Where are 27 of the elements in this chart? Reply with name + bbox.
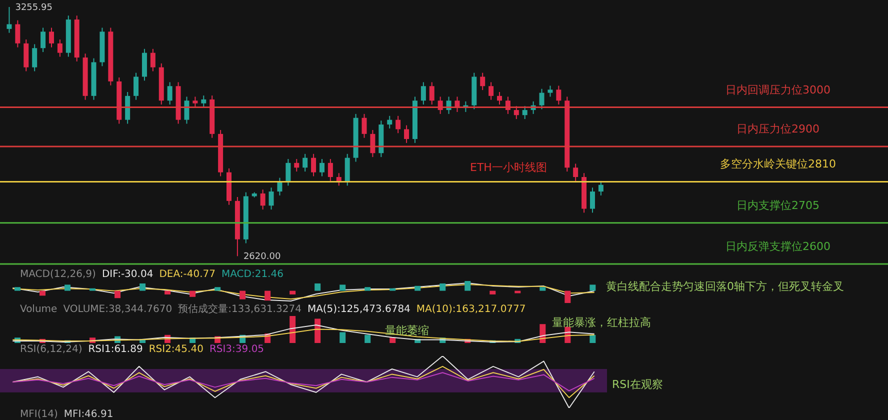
text: MFI(14) (20, 409, 58, 420)
ref-line-label: 日内压力位2900 (736, 122, 820, 136)
annotation: 3255.95 (15, 3, 52, 13)
ref-line-label: 日内支撑位2705 (736, 198, 820, 212)
text: RSI3:39.05 (209, 344, 264, 355)
chart-title: RSI(6,12,24) (20, 344, 82, 355)
annotation: 量能萎缩 (385, 324, 429, 337)
annotation: ETH一小时线图 (470, 161, 547, 174)
text: MFI:46.91 (64, 409, 114, 420)
text: MA(10):163,217.0777 (416, 304, 526, 315)
series-label: VOLUME:38,344.7670 (63, 304, 172, 315)
chart-title: Volume (20, 304, 58, 315)
ref-line-label: 日内回调压力位3000 (726, 83, 830, 96)
series-label: DEA:-40.77 (159, 269, 216, 280)
ref-line-label: 日内反弹支撑位2600 (726, 240, 830, 253)
annotation: 2620.00 (243, 252, 281, 262)
ref-line-label: 多空分水岭关键位2810 (720, 158, 836, 171)
series-label: RSI1:61.89 (88, 344, 143, 355)
chart-title: MACD(12,26,9) (20, 269, 96, 280)
text: RSI2:45.40 (148, 344, 204, 355)
series-label: DIF:-30.04 (102, 269, 154, 280)
annotation: 黄白线配合走势匀速回落0轴下方，但死叉转金叉 (606, 280, 844, 293)
annotation: 量能暴涨，红柱拉高 (552, 316, 651, 329)
text: RSI在观察 (612, 378, 663, 391)
text: MA(5):125,473.6784 (307, 304, 410, 315)
text: MACD:21.46 (221, 269, 284, 280)
text: 预估成交量:133,631.3274 (178, 304, 302, 315)
